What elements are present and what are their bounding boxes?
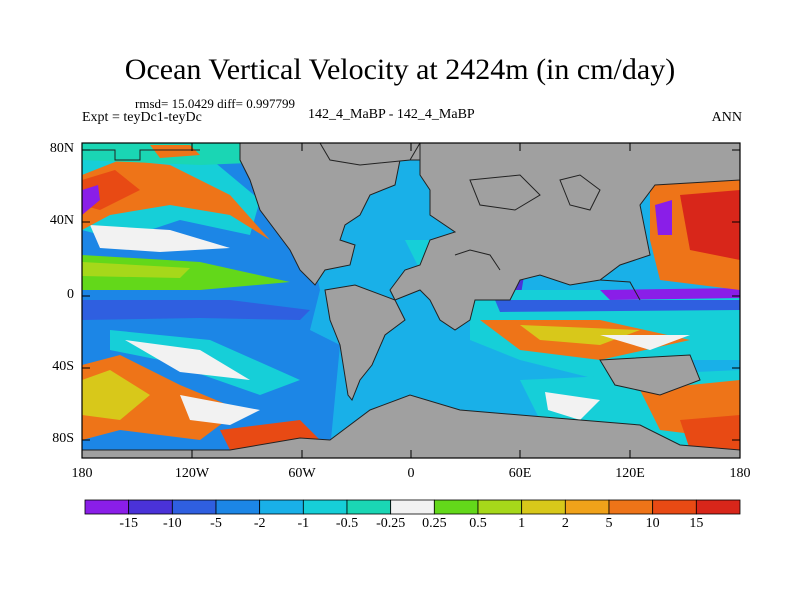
colorbar [84,499,741,515]
y-label-40s: 40S [52,359,74,374]
y-label-0: 0 [67,287,74,302]
colorbar-label: -10 [162,516,182,531]
colorbar-swatch [608,499,654,515]
colorbar-label: 0.25 [422,516,447,531]
plot-title: Ocean Vertical Velocity at 2424m (in cm/… [124,53,676,86]
colorbar-swatch [215,499,261,515]
colorbar-label: -2 [253,516,266,531]
colorbar-swatch [390,499,435,515]
colorbar-swatch [652,499,697,515]
colorbar-swatch [128,499,173,515]
colorbar-swatch [433,499,479,515]
y-label-80s: 80S [52,431,74,446]
colorbar-label: -5 [210,516,222,531]
run-label: 142_4_MaBP - 142_4_MaBP [308,107,475,122]
season-label: ANN [711,110,742,125]
colorbar-swatch [302,499,348,515]
colorbar-swatch [564,499,610,515]
colorbar-label: 1 [518,516,526,531]
x-label-120w: 120W [174,466,210,481]
x-label-180w: 180 [71,466,93,481]
colorbar-swatch [346,499,392,515]
x-label-180e: 180 [729,466,751,481]
colorbar-label: 10 [645,516,660,531]
colorbar-label: -0.25 [376,516,406,531]
experiment-label: Expt = teyDc1-teyDc [82,110,202,125]
x-label-0: 0 [407,466,415,481]
colorbar-label: 15 [689,516,704,531]
y-label-40n: 40N [49,213,74,228]
colorbar-label: -0.5 [335,516,359,531]
x-label-120e: 120E [615,466,645,481]
colorbar-swatch [259,499,304,515]
coastlines [82,149,641,301]
y-label-80n: 80N [49,141,74,156]
colorbar-label: 2 [561,516,569,531]
colorbar-swatch [521,499,566,515]
x-label-60e: 60E [508,466,532,481]
land-masses [82,143,740,458]
x-label-60w: 60W [288,466,316,481]
colorbar-label: -1 [297,516,310,531]
stats-label: rmsd= 15.0429 diff= 0.997799 [135,96,295,111]
colorbar-label: 5 [605,516,613,531]
colorbar-swatch [477,499,523,515]
axis-ticks [81,143,741,458]
colorbar-label: 0.5 [469,516,487,531]
colorbar-swatch [695,499,741,515]
colorbar-swatch [171,499,217,515]
colorbar-swatch [84,499,130,515]
colorbar-label: -15 [119,516,138,531]
